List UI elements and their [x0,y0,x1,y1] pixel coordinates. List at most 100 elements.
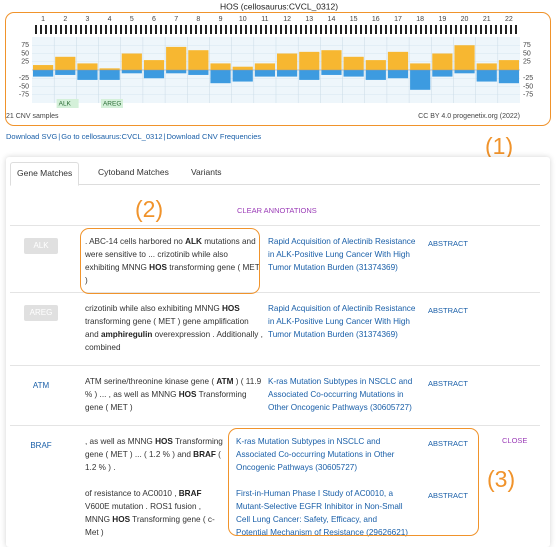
article-title[interactable]: K-ras Mutation Subtypes in NSCLC and Ass… [236,437,395,472]
y-tick-label: -50 [19,83,29,90]
link: | [58,132,61,141]
chromosome-label: 21 [483,16,491,23]
snippet-text: overexpression . Additionally , combined [85,330,263,352]
article-title[interactable]: K-ras Mutation Subtypes in NSCLC and Ass… [268,377,413,412]
gene-row: ALK . ABC-14 cells harbored no ALK mutati… [10,225,540,293]
cnv-bar [365,60,386,70]
link: | [163,132,166,141]
gene[interactable]: AREG [24,305,58,321]
cnv-bar [232,70,253,82]
chromosome-label: 4 [108,16,112,23]
cnv-bar [77,70,98,80]
gene-marker-bg [100,99,123,108]
gene-row: BRAF CLOSE , as well as MNNG HOS Transform… [10,425,540,546]
cnv-bar [432,53,453,70]
clear-annotations[interactable]: CLEAR ANNOTATIONS [237,206,317,215]
snippet-text: HOS [155,437,173,446]
snippet-text: BRAF [178,489,202,498]
callout: (1) [485,133,514,159]
snippet-text: of resistance to AC0010 , [85,489,179,498]
gene[interactable]: ALK [24,238,58,254]
y-tick-label: 75 [523,42,531,49]
chromosome-label: 7 [174,16,178,23]
link[interactable]: Download SVG [6,132,58,141]
cnv-bar [365,70,386,80]
link[interactable]: Go to cellosaurus:CVCL_0312 [61,132,163,141]
snippet-text: transforming gene ( MET ) [85,263,260,285]
article-title[interactable]: Rapid Acquisition of Alectinib Resistanc… [268,304,416,339]
callout: (2) [135,196,164,222]
tabs: Gene Matches Cytoband Matches Variants [10,162,540,186]
tab[interactable]: Gene Matches [10,162,80,186]
cnv-bar [498,60,519,70]
abstract[interactable]: ABSTRACT [428,239,469,248]
cnv-bar [254,70,275,77]
cnv-bar [121,70,142,74]
y-tick-label: -75 [523,92,533,99]
abstract[interactable]: ABSTRACT [428,491,469,500]
chromosome-label: 17 [394,16,402,23]
snippet-text: ATM serine/threonine kinase gene ( [85,377,217,386]
gene[interactable]: ATM [32,381,50,390]
callout-box [228,428,479,536]
y-tick-label: 50 [21,50,29,57]
card [6,157,550,547]
y-tick-label: -25 [523,75,533,82]
cnv-bar [188,70,209,75]
chromosome-label: 18 [416,16,424,23]
y-tick-label: -25 [19,75,29,82]
article-title[interactable]: First-in-Human Phase I Study of AC0010, … [236,489,409,537]
abstract[interactable]: ABSTRACT [428,379,469,388]
y-tick-label: 50 [523,50,531,57]
chromosome-label: 8 [196,16,200,23]
y-tick-label: -75 [19,92,29,99]
gene-row: AREG crizotinib while also exhibiting MNN… [10,292,540,366]
cnv-bar [188,50,209,70]
close[interactable]: CLOSE [502,436,528,445]
snippet-text: HOS [112,515,131,524]
cnv-bar [321,50,342,70]
snippet-text: ( 1.2 % ) . [85,450,221,472]
cnv-bar [121,53,142,70]
cnv-bar [476,70,497,82]
gene-row: ATM ATM serine/threonine kinase gene ( AT… [10,365,540,426]
abstract[interactable]: ABSTRACT [428,306,469,315]
gene[interactable]: BRAF [30,441,52,450]
chromosome-label: 11 [261,16,268,23]
snippet-text: ) ( 11.9 % ) ... , as well as MNNG [85,377,262,399]
tab[interactable]: Variants [191,167,222,177]
cnv-bar [166,70,187,74]
license: CC BY 4.0 progenetix.org (2022) [418,113,520,120]
chromosome-label: 16 [372,16,380,23]
snippet-text: amphiregulin [100,330,153,339]
cnv-bar [410,70,431,90]
link[interactable]: Download CNV Frequencies [166,132,262,141]
snippet: . ABC-14 cells harbored no ALK mutations… [85,235,263,287]
snippet-text: mutations and were sensitive to ... criz… [85,237,256,272]
cnv-bar [299,70,320,80]
cnv-bar [33,70,54,77]
snippet: crizotinib while also exhibiting MNNG HO… [85,302,263,354]
cnv-bar [410,63,431,70]
article-title[interactable]: Rapid Acquisition of Alectinib Resistanc… [268,237,416,272]
cnv-bar [321,70,342,75]
cnv-bar [343,70,364,77]
tab[interactable]: Cytoband Matches [98,167,169,177]
snippet-text: HOS [178,390,197,399]
snippet-text: transforming gene ( MET ) gene amplifica… [85,317,249,339]
chromosome-label: 2 [63,16,67,23]
callout: (3) [487,466,516,492]
cnv-bar [277,53,298,70]
chromosome-label: 9 [219,16,223,23]
y-tick-label: 75 [21,42,29,49]
cnv-bar [387,51,409,70]
chromosome-label: 19 [438,16,446,23]
abstract[interactable]: ABSTRACT [428,439,469,448]
cnv-bar [277,70,298,77]
plot-title: HOS (cellosaurus:CVCL_0312) [220,1,338,11]
chromosome-label: 20 [461,16,469,23]
cnv-bar [254,63,275,70]
chromosome-label: 3 [86,16,90,23]
snippet-text: HOS [149,263,167,272]
